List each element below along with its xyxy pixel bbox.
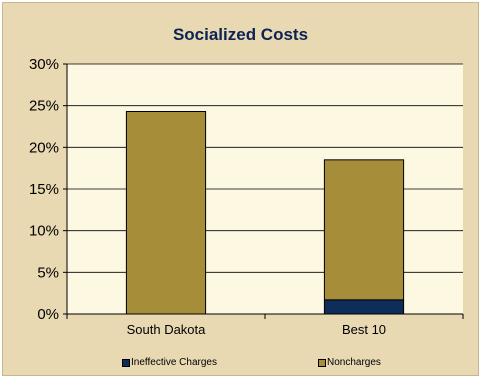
x-category-label: South Dakota [127,322,207,337]
bar-noncharges-south-dakota [125,111,207,315]
legend-label-noncharges: Noncharges [327,357,381,368]
y-tick-label: 5% [37,264,59,281]
legend-swatch-ineffective-charges [122,358,130,367]
bar-ineffective-charges-best-10 [323,299,405,315]
legend-item-noncharges: Noncharges [318,357,381,368]
legend-item-ineffective-charges: Ineffective Charges [122,357,217,368]
chart-legend: Ineffective Charges Noncharges [0,357,481,371]
x-category-label: Best 10 [342,322,386,337]
y-tick-label: 0% [37,306,59,323]
y-tick-label: 30% [29,56,59,73]
legend-label-ineffective-charges: Ineffective Charges [131,357,217,368]
y-tick-label: 10% [29,223,59,240]
y-tick-label: 25% [29,98,59,115]
legend-swatch-noncharges [318,358,326,367]
y-tick-label: 15% [29,181,59,198]
chart-title: Socialized Costs [172,25,309,44]
y-tick-label: 20% [29,139,59,156]
bar-noncharges-best-10 [323,159,405,301]
